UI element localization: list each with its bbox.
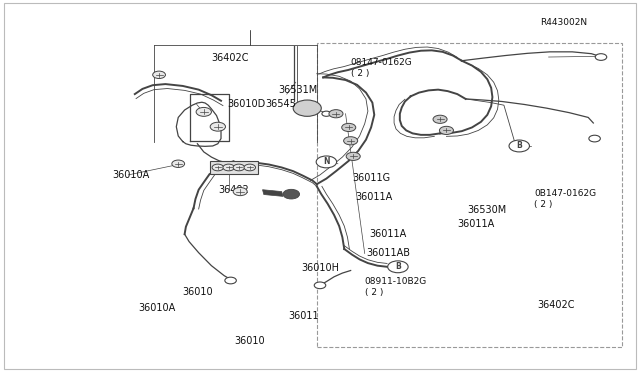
Circle shape bbox=[225, 277, 236, 284]
Text: 36010: 36010 bbox=[234, 336, 265, 346]
Text: 36402C: 36402C bbox=[211, 53, 249, 63]
Text: 08147-0162G
( 2 ): 08147-0162G ( 2 ) bbox=[351, 58, 412, 78]
Circle shape bbox=[244, 164, 255, 171]
Circle shape bbox=[316, 156, 337, 168]
Text: 36010A: 36010A bbox=[138, 303, 175, 313]
Text: 36545: 36545 bbox=[266, 99, 296, 109]
Text: 36011AB: 36011AB bbox=[366, 248, 410, 259]
Text: 0B147-0162G
( 2 ): 0B147-0162G ( 2 ) bbox=[534, 189, 596, 209]
Text: 36010A: 36010A bbox=[113, 170, 150, 180]
Circle shape bbox=[589, 135, 600, 142]
Text: B: B bbox=[395, 262, 401, 271]
Text: R443002N: R443002N bbox=[540, 19, 588, 28]
Circle shape bbox=[595, 54, 607, 60]
Text: 36530M: 36530M bbox=[467, 205, 506, 215]
Circle shape bbox=[342, 124, 356, 132]
Circle shape bbox=[440, 126, 454, 135]
Text: 36011A: 36011A bbox=[355, 192, 392, 202]
Circle shape bbox=[346, 152, 360, 160]
Circle shape bbox=[212, 164, 223, 171]
Text: B: B bbox=[516, 141, 522, 151]
Circle shape bbox=[233, 164, 244, 171]
Text: 36011G: 36011G bbox=[352, 173, 390, 183]
Polygon shape bbox=[262, 190, 283, 196]
Circle shape bbox=[388, 261, 408, 273]
Text: 08911-10B2G
( 2 ): 08911-10B2G ( 2 ) bbox=[365, 277, 427, 296]
Circle shape bbox=[223, 164, 234, 171]
Circle shape bbox=[293, 100, 321, 116]
Text: N: N bbox=[323, 157, 330, 166]
Text: 36010: 36010 bbox=[182, 286, 213, 296]
Text: 36010D: 36010D bbox=[227, 99, 266, 109]
Circle shape bbox=[314, 282, 326, 289]
Circle shape bbox=[509, 140, 529, 152]
Circle shape bbox=[153, 71, 166, 78]
Circle shape bbox=[172, 160, 184, 167]
Circle shape bbox=[344, 137, 358, 145]
Circle shape bbox=[196, 108, 211, 116]
Polygon shape bbox=[209, 161, 258, 174]
Circle shape bbox=[433, 115, 447, 124]
Text: 36531M: 36531M bbox=[278, 86, 317, 95]
Text: 36011A: 36011A bbox=[458, 219, 495, 229]
Text: 36010H: 36010H bbox=[301, 263, 339, 273]
Circle shape bbox=[329, 110, 343, 118]
Bar bbox=[317, 43, 622, 347]
Text: 36402: 36402 bbox=[218, 185, 248, 195]
Text: 36011A: 36011A bbox=[370, 229, 407, 239]
Text: 36402C: 36402C bbox=[537, 300, 575, 310]
Circle shape bbox=[233, 187, 247, 196]
Circle shape bbox=[210, 122, 225, 131]
Circle shape bbox=[322, 111, 331, 116]
Circle shape bbox=[283, 189, 300, 199]
Text: 36011: 36011 bbox=[288, 311, 319, 321]
